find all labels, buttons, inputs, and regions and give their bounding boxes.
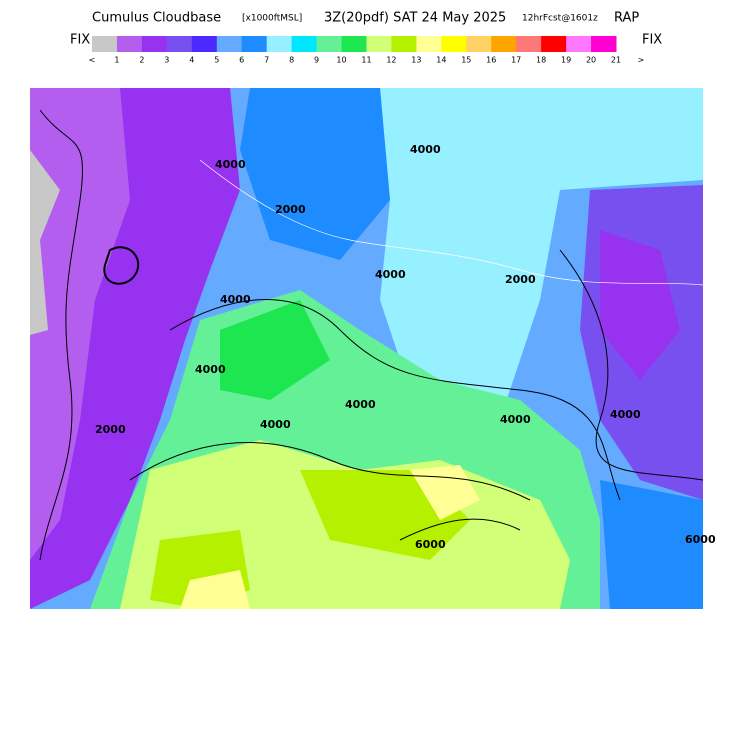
color-swatch (291, 36, 318, 52)
field-region (180, 570, 250, 609)
color-swatch (141, 36, 168, 52)
color-bar-tick: 6 (239, 56, 244, 65)
map (30, 88, 703, 609)
color-swatch (566, 36, 592, 52)
color-bar-tick: 17 (511, 56, 521, 65)
contours (39, 109, 703, 561)
contour-label: 6000 (415, 538, 446, 551)
field-region (30, 88, 130, 560)
fix-right: FIX (642, 33, 662, 48)
contour-label: 4000 (345, 398, 376, 411)
color-bar-tick: 20 (586, 56, 596, 65)
color-swatch (541, 36, 567, 52)
color-swatch (416, 36, 442, 52)
field-region (220, 300, 330, 400)
fix-left: FIX (70, 33, 90, 48)
field-region (240, 88, 390, 260)
field-region (30, 150, 60, 335)
color-bar-tick: 10 (336, 56, 346, 65)
color-bar-tick: 4 (189, 56, 194, 65)
color-swatch (266, 36, 293, 52)
contour-label: 4000 (220, 293, 251, 306)
contour-label: 4000 (375, 268, 406, 281)
model: RAP (614, 11, 639, 26)
color-swatch (466, 36, 492, 52)
color-swatch (216, 36, 243, 52)
color-bar-tick: 7 (264, 56, 269, 65)
color-bar: <1 2 3 4 5 6 7 8 9 10 11 12 13 14 15 16 17 18 19 20 21 > (89, 36, 645, 65)
color-bar-tick: 18 (536, 56, 546, 65)
color-bar-tick: 16 (486, 56, 496, 65)
contour-labels: 4000 2000 4000 4000 2000 4000 4000 4000 … (95, 143, 716, 551)
color-swatch (241, 36, 268, 52)
color-swatch (491, 36, 517, 52)
color-bar-tick: 21 (611, 56, 621, 65)
forecast: 12hrFcst@1601z (522, 14, 598, 24)
contour-label: 4000 (215, 158, 246, 171)
color-bar-tick: 15 (461, 56, 471, 65)
color-swatch (341, 36, 367, 52)
color-bar-tick: 13 (411, 56, 421, 65)
color-swatch (116, 36, 143, 52)
color-bar-tick: > (638, 56, 645, 65)
contour-label: 2000 (275, 203, 306, 216)
contour-label: 4000 (410, 143, 441, 156)
color-bar-tick: 14 (436, 56, 446, 65)
color-swatch (166, 36, 193, 52)
title: Cumulus Cloudbase (92, 11, 221, 26)
contour-label: 4000 (500, 413, 531, 426)
color-bar-tick: 19 (561, 56, 571, 65)
color-swatch (516, 36, 542, 52)
color-bar-tick: < (89, 56, 96, 65)
contour-label: 6000 (685, 533, 716, 546)
color-bar-tick: 12 (386, 56, 396, 65)
contour-label: 2000 (505, 273, 536, 286)
contour-label: 2000 (95, 423, 126, 436)
contour-label: 4000 (260, 418, 291, 431)
color-swatch (316, 36, 343, 52)
field-region (600, 480, 703, 609)
color-bar-tick: 11 (361, 56, 371, 65)
field-region (600, 230, 680, 380)
valid-time: 3Z(20pdf) SAT 24 May 2025 (324, 11, 506, 26)
color-bar-tick: 8 (289, 56, 294, 65)
color-bar-tick: 1 (114, 56, 119, 65)
units: [x1000ftMSL] (242, 14, 302, 24)
field-region (380, 88, 703, 420)
color-swatch (391, 36, 417, 52)
color-swatch (92, 36, 118, 52)
contour-label: 4000 (195, 363, 226, 376)
color-bar-tick: 9 (314, 56, 319, 65)
color-swatch (191, 36, 218, 52)
color-bar-tick: 2 (139, 56, 144, 65)
contour-label: 4000 (610, 408, 641, 421)
color-swatch (366, 36, 392, 52)
color-swatch (441, 36, 467, 52)
color-bar-tick: 5 (214, 56, 219, 65)
color-bar-tick: 3 (164, 56, 169, 65)
color-swatch (591, 36, 617, 52)
